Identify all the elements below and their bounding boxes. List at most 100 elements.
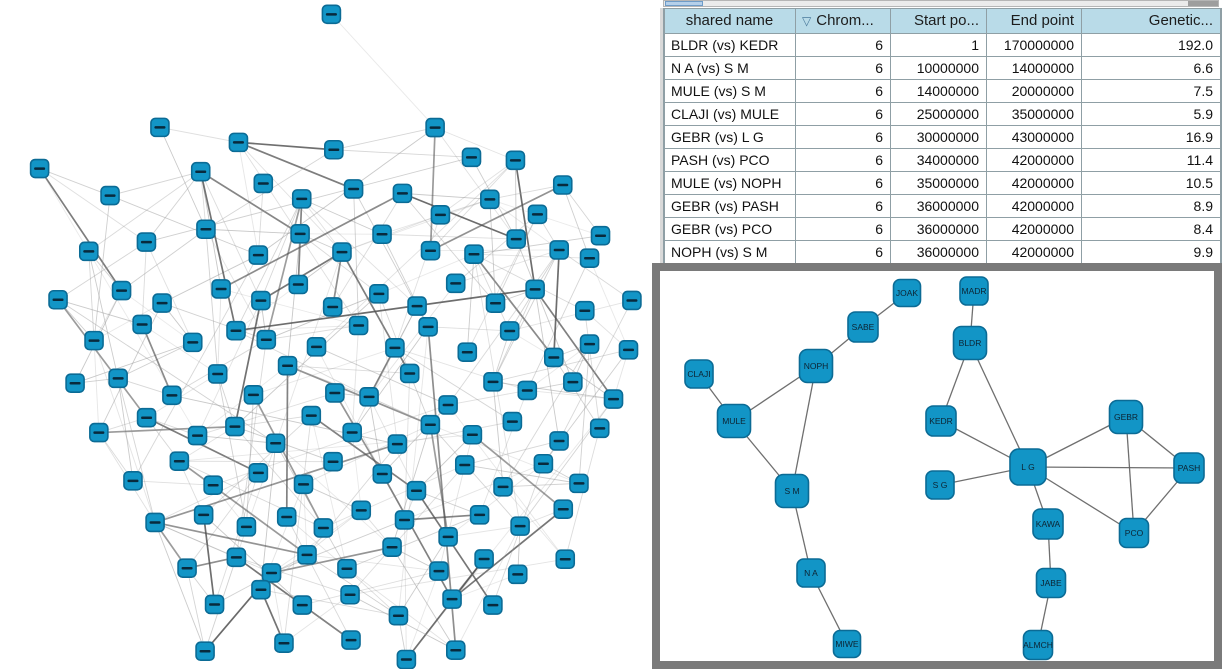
network-node[interactable] [622, 290, 642, 311]
network-node[interactable] [407, 296, 427, 316]
table-cell[interactable]: 6 [796, 241, 891, 264]
network-node[interactable]: KAWA [1032, 508, 1064, 540]
table-row[interactable]: CLAJI (vs) MULE 6 25000000 35000000 5.9 [665, 103, 1221, 126]
network-node[interactable] [506, 229, 527, 249]
table-cell[interactable]: 42000000 [987, 218, 1082, 241]
network-node[interactable] [552, 175, 573, 195]
table-row[interactable]: BLDR (vs) KEDR 6 1 170000000 192.0 [665, 34, 1221, 57]
network-node[interactable] [236, 517, 257, 537]
table-row[interactable]: PASH (vs) PCO 6 34000000 42000000 11.4 [665, 149, 1221, 172]
table-cell[interactable]: GEBR (vs) PCO [665, 218, 796, 241]
network-node[interactable] [392, 183, 413, 204]
network-node[interactable] [525, 279, 545, 300]
table-cell[interactable]: 6 [796, 103, 891, 126]
network-node[interactable] [152, 293, 172, 313]
table-cell[interactable]: 1 [891, 34, 987, 57]
network-node[interactable]: BLDR [952, 325, 988, 361]
network-node[interactable] [187, 425, 208, 446]
network-node[interactable] [323, 451, 343, 472]
network-node[interactable] [193, 505, 214, 525]
network-node[interactable] [507, 564, 528, 585]
network-node[interactable]: MULE [716, 403, 752, 439]
network-node[interactable] [563, 372, 583, 392]
table-cell[interactable]: MULE (vs) NOPH [665, 172, 796, 195]
network-node[interactable] [527, 204, 548, 225]
network-node[interactable] [337, 558, 357, 579]
network-node[interactable] [78, 241, 99, 262]
network-node[interactable] [177, 558, 197, 578]
network-node[interactable]: PCO [1118, 517, 1150, 549]
network-node[interactable] [261, 563, 282, 583]
network-node[interactable] [382, 537, 402, 557]
network-node[interactable] [340, 584, 360, 605]
network-node[interactable]: SABE [847, 311, 879, 343]
table-cell[interactable]: 6 [796, 57, 891, 80]
network-node[interactable] [499, 321, 520, 341]
filter-icon[interactable]: ▽ [802, 14, 812, 28]
table-cell[interactable]: 6 [796, 218, 891, 241]
network-node[interactable] [493, 477, 513, 497]
network-node[interactable] [288, 274, 309, 295]
network-node[interactable] [399, 363, 420, 384]
table-cell[interactable]: 14000000 [891, 80, 987, 103]
table-cell[interactable]: 10000000 [891, 57, 987, 80]
network-node[interactable] [406, 480, 427, 501]
table-cell[interactable]: 35000000 [891, 172, 987, 195]
network-node[interactable]: NOPH [798, 348, 834, 384]
table-cell[interactable]: PASH (vs) PCO [665, 149, 796, 172]
network-node[interactable] [207, 364, 228, 384]
table-cell[interactable]: 36000000 [891, 195, 987, 218]
network-node[interactable] [454, 455, 475, 475]
network-node[interactable] [517, 380, 538, 401]
network-node[interactable] [324, 139, 344, 160]
network-node[interactable] [425, 117, 445, 138]
network-node[interactable] [394, 510, 415, 530]
network-node[interactable] [325, 383, 345, 403]
network-node[interactable] [84, 330, 104, 351]
main-network-panel[interactable] [0, 0, 652, 669]
network-node[interactable] [387, 434, 408, 454]
network-node[interactable] [372, 224, 392, 245]
table-row[interactable]: N A (vs) S M 6 10000000 14000000 6.6 [665, 57, 1221, 80]
table-cell[interactable]: 6 [796, 195, 891, 218]
network-node[interactable]: KEDR [925, 405, 957, 437]
table-cell[interactable]: 35000000 [987, 103, 1082, 126]
column-header-sharedname[interactable]: shared name [665, 9, 796, 34]
network-node[interactable] [590, 225, 611, 246]
table-cell[interactable]: 7.5 [1082, 80, 1221, 103]
network-node[interactable] [145, 512, 165, 533]
network-node[interactable] [549, 240, 569, 260]
table-cell[interactable]: BLDR (vs) KEDR [665, 34, 796, 57]
network-node[interactable] [438, 395, 458, 415]
network-node[interactable] [169, 451, 190, 471]
network-node[interactable] [420, 414, 441, 435]
table-row[interactable]: MULE (vs) S M 6 14000000 20000000 7.5 [665, 80, 1221, 103]
network-node[interactable] [388, 605, 409, 626]
column-header-endpoint[interactable]: End point [987, 9, 1082, 34]
network-node[interactable] [589, 418, 610, 439]
network-node[interactable] [265, 433, 286, 454]
table-cell[interactable]: 43000000 [987, 126, 1082, 149]
table-cell[interactable]: 36000000 [891, 241, 987, 264]
table-cell[interactable]: GEBR (vs) PASH [665, 195, 796, 218]
network-node[interactable] [276, 507, 297, 527]
table-cell[interactable]: 20000000 [987, 80, 1082, 103]
table-cell[interactable]: 14000000 [987, 57, 1082, 80]
network-node[interactable]: JOAK [892, 278, 922, 308]
table-row[interactable]: NOPH (vs) S M 6 36000000 42000000 9.9 [665, 241, 1221, 264]
network-node[interactable] [291, 189, 312, 209]
network-node[interactable] [297, 545, 317, 565]
table-cell[interactable]: MULE (vs) S M [665, 80, 796, 103]
network-node[interactable] [343, 179, 364, 199]
network-node[interactable] [369, 284, 389, 304]
table-cell[interactable]: NOPH (vs) S M [665, 241, 796, 264]
network-node[interactable] [293, 474, 314, 495]
network-node[interactable] [445, 273, 466, 294]
network-node[interactable] [569, 473, 589, 494]
network-node[interactable] [274, 633, 294, 653]
network-node[interactable] [190, 161, 211, 182]
network-node[interactable]: N A [796, 558, 826, 588]
table-cell[interactable]: CLAJI (vs) MULE [665, 103, 796, 126]
detail-network-panel[interactable]: JOAK MADR SABE BLDR NOPH CLAJI MULE KEDR GEBR L G… [652, 263, 1222, 669]
